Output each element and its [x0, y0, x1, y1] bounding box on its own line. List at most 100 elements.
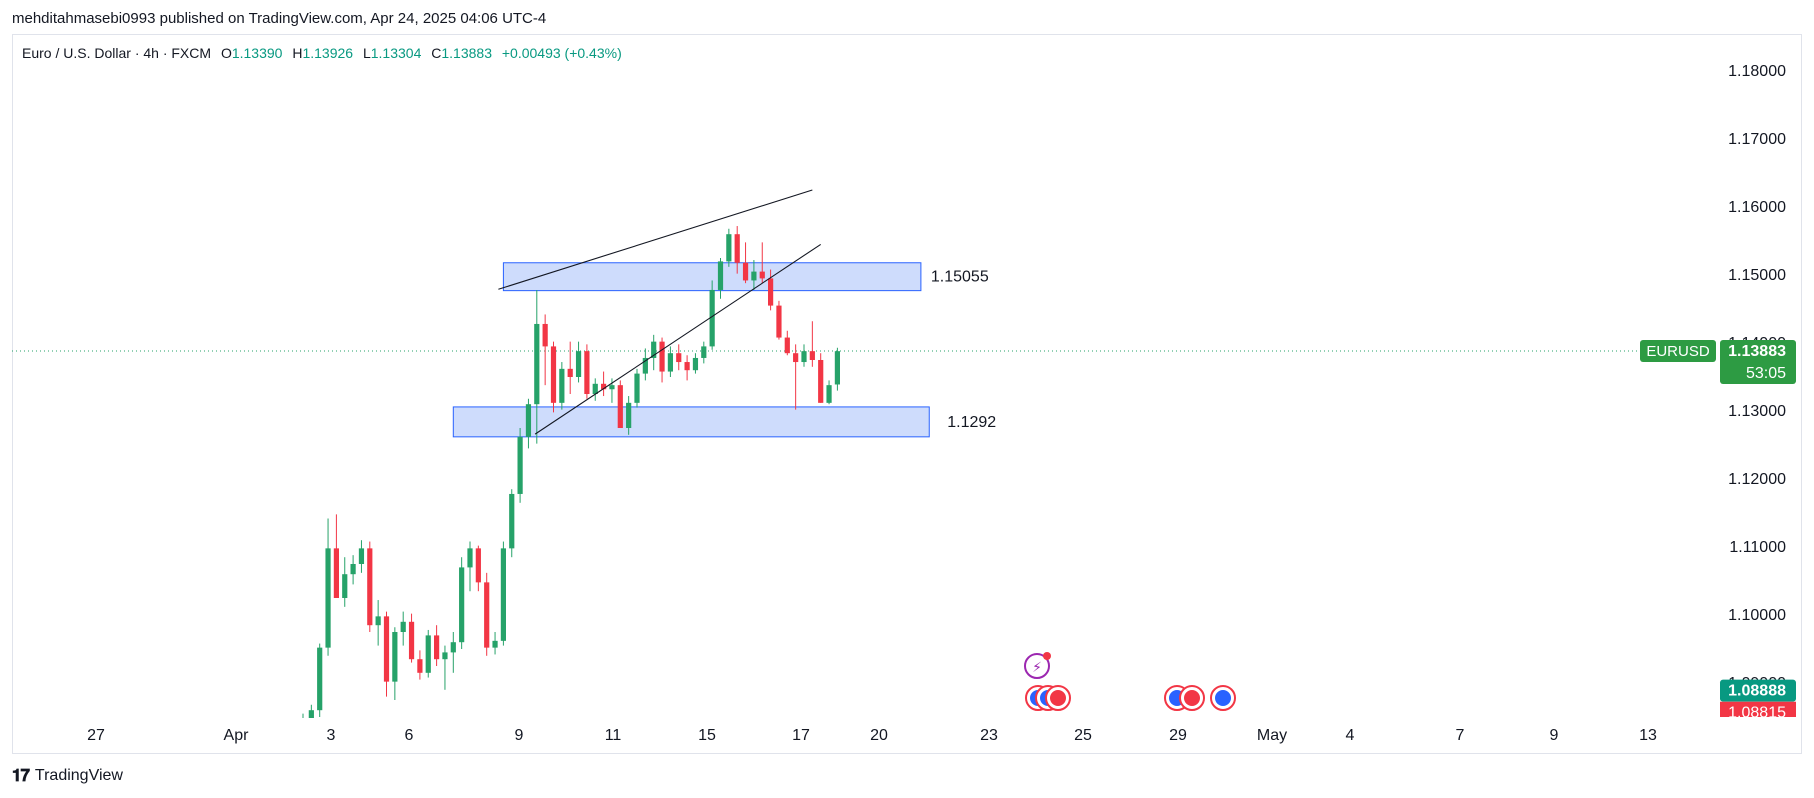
zone-label-1: 1.1292: [947, 414, 996, 431]
candle: [383, 611, 390, 697]
candle-body: [601, 383, 607, 390]
candle-body: [768, 278, 774, 306]
candle: [642, 348, 648, 381]
candle-body: [751, 271, 757, 281]
x-tick-label: 23: [980, 727, 998, 744]
x-tick-label: 9: [515, 727, 524, 744]
candle-body: [367, 548, 373, 626]
legend-close-value: 1.13883: [441, 45, 492, 61]
candle: [626, 396, 632, 435]
candle-body: [717, 261, 724, 290]
publisher-line: mehditahmasebi0993 published on TradingV…: [12, 10, 547, 27]
legend-low-value: 1.13304: [370, 45, 422, 61]
zone-label-0: 1.15055: [931, 269, 989, 286]
candle-body: [559, 368, 565, 403]
candle-body: [801, 351, 807, 363]
events-group[interactable]: ⚡: [1024, 652, 1236, 711]
y-tick-label: 1.12000: [1728, 471, 1786, 488]
candle-body: [734, 234, 740, 263]
secondary-price-value: 1.08888: [1728, 683, 1786, 700]
candle: [751, 260, 757, 290]
candle-body: [459, 567, 465, 643]
candle: [801, 344, 807, 367]
chart-frame: [12, 34, 1802, 754]
candle: [575, 341, 582, 383]
candle: [317, 643, 323, 717]
candle: [659, 337, 665, 383]
candle: [408, 613, 415, 663]
candle-body: [450, 642, 456, 653]
candle: [434, 625, 440, 666]
candle: [692, 353, 699, 374]
legend-low-label: L: [362, 45, 371, 61]
x-tick-label: 11: [605, 727, 622, 744]
candle-body: [651, 341, 657, 358]
candle-body: [325, 548, 331, 648]
candle-body: [642, 357, 648, 374]
trendline-1[interactable]: [534, 243, 822, 435]
candle-body: [408, 621, 415, 660]
candle: [634, 368, 640, 408]
y-tick-label: 1.15000: [1728, 267, 1786, 284]
lightning-glyph: ⚡: [1032, 660, 1042, 676]
secondary-price-tag: [1720, 679, 1796, 702]
last-price-value: 1.13883: [1728, 343, 1786, 360]
candle-body: [517, 436, 523, 494]
candle-body: [484, 582, 490, 648]
event-flag-inner: [1050, 690, 1066, 706]
x-tick-label: 6: [405, 727, 414, 744]
candle: [467, 541, 473, 592]
secondary-next-tag: [1720, 701, 1796, 718]
candle: [542, 314, 548, 386]
y-tick-label: 1.13000: [1728, 403, 1786, 420]
candle-body: [442, 652, 448, 660]
candle-body: [475, 548, 481, 583]
candle: [709, 280, 715, 350]
candle-body: [342, 574, 348, 598]
x-tick-label: 29: [1169, 727, 1187, 744]
tradingview-logo-icon: 𝟏𝟕: [12, 766, 30, 785]
candle-body: [542, 323, 548, 347]
candle: [333, 514, 339, 598]
trendline-0[interactable]: [498, 189, 813, 290]
candle: [367, 541, 373, 632]
legend-high-label: H: [292, 45, 303, 61]
candle-body: [392, 632, 398, 682]
candle-body: [818, 360, 824, 403]
candle-body: [400, 621, 406, 632]
candle: [550, 341, 557, 413]
candle: [534, 289, 540, 444]
legend-open-label: O: [220, 45, 232, 61]
candle-body: [809, 351, 815, 360]
candle: [302, 713, 304, 718]
y-tick-label: 1.11000: [1729, 539, 1786, 556]
x-axis[interactable]: 27 Apr 3 6 9 11 15 17 20 23 25 29 May 4 7 9 13: [87, 727, 1657, 744]
candle-body: [525, 404, 532, 437]
candle-body: [726, 234, 732, 262]
candle: [350, 555, 356, 585]
trendlines-group[interactable]: [498, 189, 822, 435]
candle: [667, 346, 673, 377]
candle: [567, 341, 573, 394]
x-tick-label: 3: [327, 727, 336, 744]
legend-symbol: Euro / U.S. Dollar · 4h · FXCM: [22, 45, 212, 61]
x-tick-label: 7: [1456, 727, 1465, 744]
candle: [834, 347, 840, 391]
candle-body: [500, 548, 506, 641]
candle: [459, 557, 465, 649]
price-tags: EURUSD 1.13883 53:05 1.08888 1.08815: [1640, 339, 1796, 718]
candle-body: [333, 548, 339, 598]
footer-brand-label: TradingView: [34, 767, 123, 784]
candle: [442, 645, 448, 690]
footer-brand[interactable]: 𝟏𝟕 TradingView: [12, 766, 123, 786]
candle: [768, 269, 774, 311]
candle-body: [425, 635, 431, 673]
candle-body: [634, 373, 640, 403]
symbol-tag-label: EURUSD: [1646, 343, 1710, 360]
x-tick-label: 15: [698, 727, 716, 744]
zone-1[interactable]: [452, 406, 930, 438]
candle-body: [626, 402, 632, 428]
candle-body: [826, 385, 832, 403]
candle: [676, 344, 682, 371]
